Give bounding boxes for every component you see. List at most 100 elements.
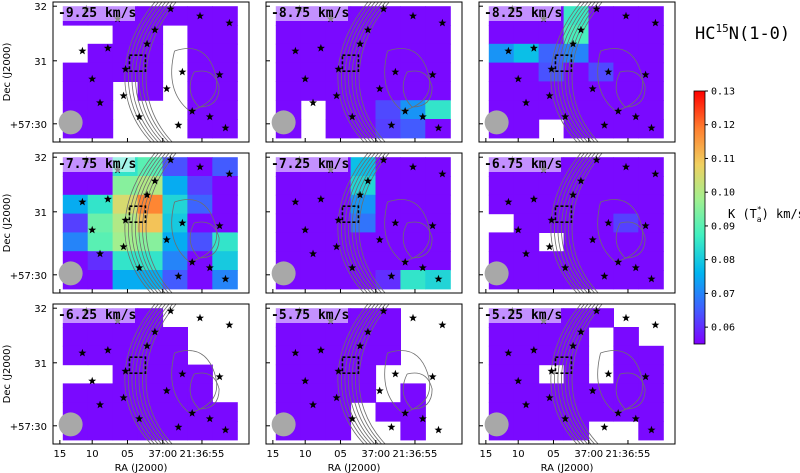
heatmap-cell [588,194,614,215]
heatmap-cell [513,402,540,422]
star-marker [334,65,343,73]
heatmap-cell [300,25,327,45]
contour-line [355,152,386,294]
star-marker [348,414,357,423]
y-tick-label: +57:30 [10,271,47,282]
beam-circle [484,261,509,286]
star-marker [569,190,578,199]
star-marker [529,44,538,52]
velocity-label: -9.25 km/s [58,6,136,21]
contour-line [568,1,599,143]
contour-line [124,303,156,445]
heatmap-cell [400,251,426,271]
star-marker [174,121,183,129]
heatmap-cell [162,194,188,215]
beam-circle [271,412,296,437]
star-marker [409,11,417,20]
heatmap-cell [400,270,426,290]
star-marker [332,393,341,402]
beam-circle [58,412,83,437]
heatmap-cell [187,213,213,233]
heatmap-cell [613,25,639,45]
star-marker [600,121,609,129]
heatmap-cell [275,81,302,101]
velocity-label: -6.25 km/s [58,308,136,323]
star-marker [119,91,128,100]
heatmap-cell [375,402,401,422]
heatmap-cell [112,402,139,422]
heatmap-cell [513,251,540,271]
heatmap-cell [638,251,664,271]
star-marker [196,162,204,171]
heatmap-cell [588,25,614,45]
heatmap-cell [513,194,540,215]
target-box [128,205,147,223]
velocity-label: -5.75 km/s [271,308,349,323]
heatmap-cell [87,402,114,422]
heatmap-cell [112,345,139,366]
heatmap-cell [400,383,426,403]
heatmap-cell [87,194,114,215]
star-marker [600,423,609,431]
contour-line [171,350,218,414]
heatmap-cell [588,43,614,64]
heatmap-cell [325,402,352,422]
star-marker [332,242,341,251]
heatmap-cell [513,176,540,196]
heatmap-cell [87,43,114,64]
heatmap-cell [325,100,352,120]
heatmap-cell [513,232,540,252]
contour-line [189,221,220,259]
heatmap-cell [87,213,114,233]
heatmap-cell [563,308,590,328]
star-marker [178,218,187,227]
star-marker [647,425,656,434]
heatmap-cell [325,25,352,45]
colorbar-tick-label: 0.12 [711,120,735,131]
star-marker [143,39,152,48]
heatmap-cell [588,308,614,328]
heatmap-cell [62,62,89,82]
y-tick-label: 31 [34,359,47,370]
star-marker [332,91,341,100]
heatmap-cell [62,81,89,101]
star-marker [363,25,372,34]
star-marker [348,112,357,121]
heatmap-cell [400,402,426,422]
star-marker [514,74,523,83]
star-marker [88,225,97,234]
y-axis-label: Dec (J2000) [2,345,13,404]
star-marker [78,46,87,55]
heatmap-cell [162,251,188,271]
target-box [128,356,147,375]
heatmap-cell [212,25,238,45]
star-marker [576,176,585,185]
star-marker [121,367,130,375]
star-marker [121,216,130,224]
contour-line [571,152,603,294]
y-axis-label: Dec (J2000) [2,43,13,102]
heatmap-cell [638,402,664,422]
star-marker [569,39,578,48]
star-marker [647,123,656,132]
star-marker [651,18,660,27]
channel-panel: -6.25 km/s 15 10 05 37:00 21:36:55 RA (J2000) 3… [2,303,250,473]
beam-circle [271,110,296,135]
heatmap-cell [538,421,565,441]
contour-line [402,70,433,108]
heatmap-cell [425,81,451,101]
heatmap-cell [162,6,188,26]
star-marker [428,221,437,230]
heatmap-cell [538,251,565,271]
contour-line [550,152,582,294]
heatmap-cell [400,421,426,441]
star-marker [96,400,104,409]
heatmap-cell [300,421,327,441]
heatmap-cell [638,43,664,64]
heatmap-cell [563,43,590,64]
heatmap-cell [112,176,139,196]
star-marker [592,306,601,315]
star-marker [592,4,601,13]
velocity-label-bg [481,155,561,172]
heatmap-cell [425,6,451,26]
